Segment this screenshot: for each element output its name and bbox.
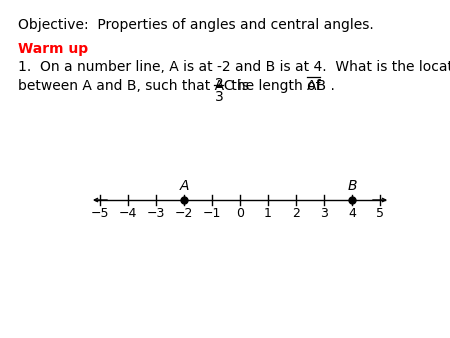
Text: 3: 3: [320, 207, 328, 220]
Text: −5: −5: [91, 207, 109, 220]
Text: 3: 3: [215, 90, 224, 104]
Text: the length of: the length of: [227, 79, 325, 93]
Text: between A and B, such that AC is: between A and B, such that AC is: [18, 79, 253, 93]
Text: 5: 5: [376, 207, 384, 220]
Text: 2: 2: [292, 207, 300, 220]
Text: 4: 4: [348, 207, 356, 220]
Text: 2: 2: [215, 77, 224, 91]
Text: B: B: [347, 179, 357, 193]
Text: Objective:  Properties of angles and central angles.: Objective: Properties of angles and cent…: [18, 18, 374, 32]
Text: −2: −2: [175, 207, 193, 220]
Text: 1: 1: [264, 207, 272, 220]
Text: −1: −1: [203, 207, 221, 220]
Text: AB .: AB .: [307, 79, 335, 93]
Text: Warm up: Warm up: [18, 42, 88, 56]
Text: −3: −3: [147, 207, 165, 220]
Text: 1.  On a number line, A is at -2 and B is at 4.  What is the location of point C: 1. On a number line, A is at -2 and B is…: [18, 60, 450, 74]
Text: −4: −4: [119, 207, 137, 220]
Text: A: A: [179, 179, 189, 193]
Text: 0: 0: [236, 207, 244, 220]
